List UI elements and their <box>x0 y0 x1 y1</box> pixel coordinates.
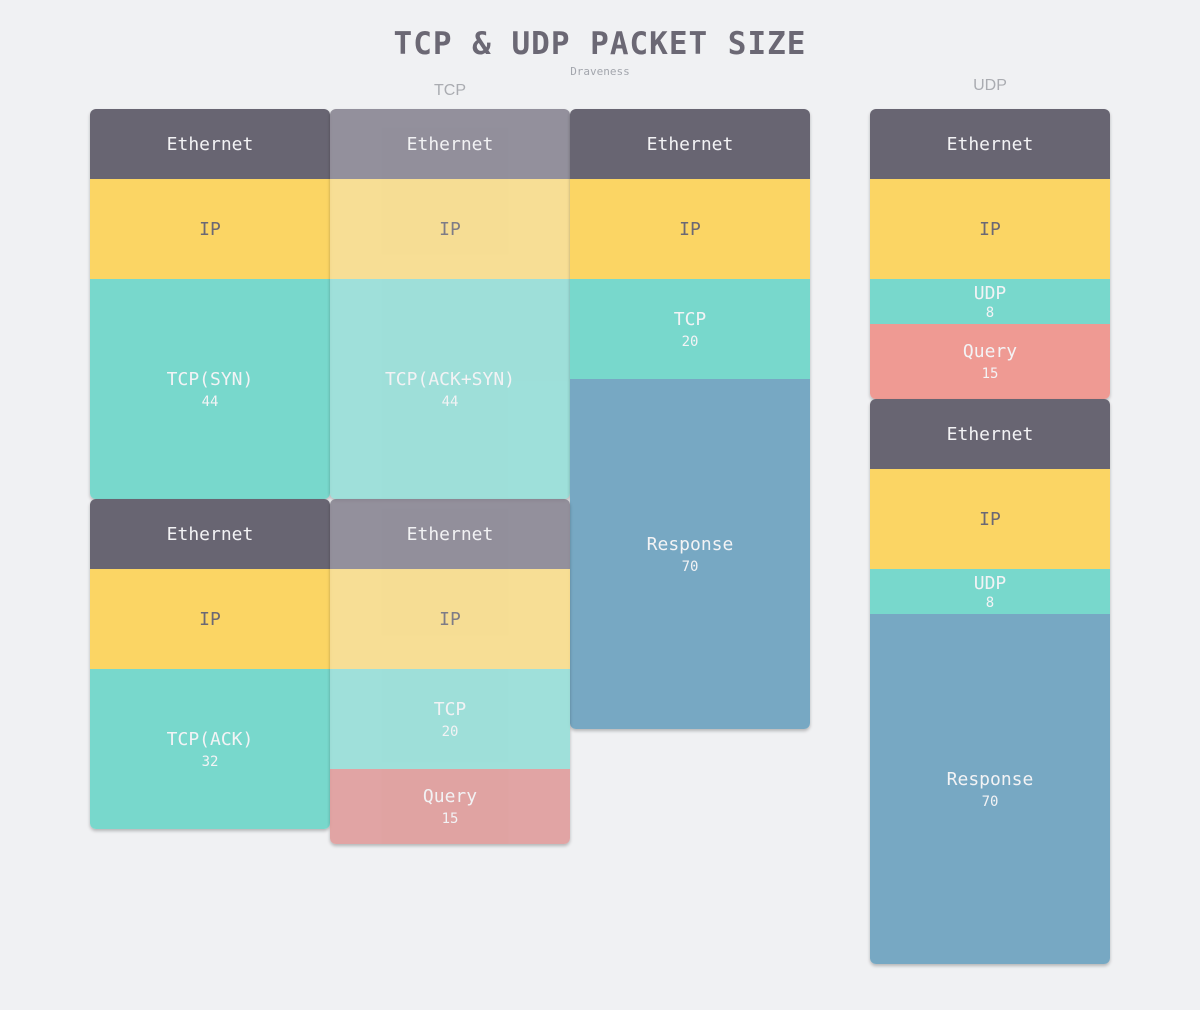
segment-label: Ethernet <box>946 133 1034 155</box>
segment-label: Ethernet <box>166 133 254 155</box>
segment-label: TCP(ACK+SYN) <box>384 368 516 390</box>
ip-segment: IP <box>570 179 810 279</box>
ip-segment: IP <box>90 179 330 279</box>
segment-label: TCP <box>673 308 707 330</box>
ethernet-segment: Ethernet <box>90 109 330 179</box>
segment-label: TCP <box>433 698 467 720</box>
packet-tcp-ack: Ethernet IP TCP(ACK) 32 <box>90 499 330 829</box>
query-segment: Query 15 <box>870 324 1110 399</box>
packet-udp-query: Ethernet IP UDP 8 Query 15 <box>870 109 1110 399</box>
ip-segment: IP <box>90 569 330 669</box>
segment-label: Response <box>946 768 1034 790</box>
segment-label: IP <box>979 218 1001 240</box>
tcp-segment: TCP 20 <box>330 669 570 769</box>
segment-label: IP <box>199 608 221 630</box>
segment-label: Response <box>646 533 734 555</box>
author-label: Draveness <box>570 65 630 78</box>
segment-size: 15 <box>981 366 999 382</box>
segment-label: Query <box>962 341 1018 362</box>
segment-size: 20 <box>681 333 699 350</box>
ip-segment: IP <box>870 179 1110 279</box>
segment-label: Ethernet <box>406 133 494 155</box>
segment-label: Ethernet <box>166 523 254 545</box>
packet-tcp-synack: Ethernet IP TCP(ACK+SYN) 44 <box>330 109 570 499</box>
segment-size: 15 <box>441 811 459 827</box>
segment-size: 70 <box>981 793 999 810</box>
ethernet-segment: Ethernet <box>870 109 1110 179</box>
segment-label: IP <box>679 218 701 240</box>
segment-label: IP <box>439 218 461 240</box>
response-segment: Response 70 <box>870 614 1110 964</box>
segment-label: Ethernet <box>946 423 1034 445</box>
query-segment: Query 15 <box>330 769 570 844</box>
tcp-group-label: TCP <box>434 82 466 99</box>
segment-size: 44 <box>201 393 219 410</box>
segment-label: TCP(ACK) <box>166 728 254 750</box>
segment-label: Ethernet <box>646 133 734 155</box>
response-segment: Response 70 <box>570 379 810 729</box>
segment-size: 70 <box>681 558 699 575</box>
udp-segment: UDP 8 <box>870 569 1110 614</box>
ethernet-segment: Ethernet <box>330 499 570 569</box>
segment-size: 44 <box>441 393 459 410</box>
packet-tcp-query: Ethernet IP TCP 20 Query 15 <box>330 499 570 844</box>
ip-segment: IP <box>330 179 570 279</box>
ip-segment: IP <box>330 569 570 669</box>
packet-tcp-syn: Ethernet IP TCP(SYN) 44 <box>90 109 330 499</box>
tcp-segment: TCP(SYN) 44 <box>90 279 330 499</box>
packet-udp-response: Ethernet IP UDP 8 Response 70 <box>870 399 1110 964</box>
segment-label: IP <box>199 218 221 240</box>
diagram-title: TCP & UDP PACKET SIZE <box>393 26 807 62</box>
packet-tcp-response: Ethernet IP TCP 20 Response 70 <box>570 109 810 729</box>
segment-size: 8 <box>985 304 995 321</box>
tcp-segment: TCP(ACK+SYN) 44 <box>330 279 570 499</box>
segment-label: Query <box>422 786 478 807</box>
segment-size: 32 <box>201 753 219 770</box>
segment-size: 8 <box>985 594 995 611</box>
segment-label: TCP(SYN) <box>166 368 254 390</box>
ethernet-segment: Ethernet <box>570 109 810 179</box>
tcp-segment: TCP 20 <box>570 279 810 379</box>
ethernet-segment: Ethernet <box>870 399 1110 469</box>
udp-segment: UDP 8 <box>870 279 1110 324</box>
ethernet-segment: Ethernet <box>90 499 330 569</box>
segment-size: 20 <box>441 723 459 740</box>
udp-group-label: UDP <box>973 77 1007 94</box>
ethernet-segment: Ethernet <box>330 109 570 179</box>
segment-label: IP <box>979 508 1001 530</box>
segment-label: IP <box>439 608 461 630</box>
tcp-segment: TCP(ACK) 32 <box>90 669 330 829</box>
segment-label: UDP <box>973 572 1007 594</box>
ip-segment: IP <box>870 469 1110 569</box>
segment-label: UDP <box>973 282 1007 304</box>
segment-label: Ethernet <box>406 523 494 545</box>
